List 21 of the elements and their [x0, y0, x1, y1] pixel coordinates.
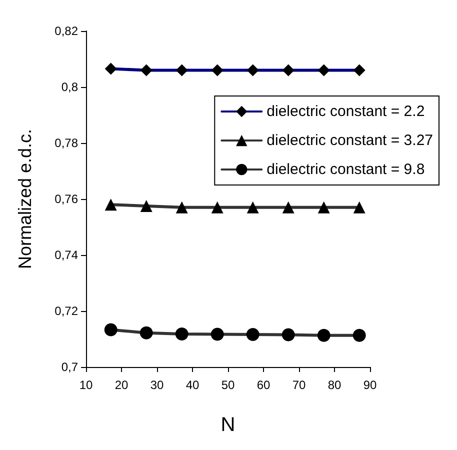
y-tick-label: 0,82 [54, 24, 78, 38]
y-tick-label: 0,78 [54, 136, 78, 150]
x-tick-label: 80 [328, 378, 342, 392]
y-axis-title: Normalized e.d.c. [15, 128, 35, 270]
x-tick-label: 60 [256, 378, 270, 392]
y-tick-label: 0,7 [61, 360, 78, 374]
x-tick-label: 50 [221, 378, 235, 392]
x-tick-label: 20 [114, 378, 128, 392]
legend-label: dielectric constant = 3.27 [266, 132, 434, 149]
x-axis-title: N [220, 414, 236, 436]
x-tick-label: 10 [79, 378, 93, 392]
legend-label: dielectric constant = 2.2 [266, 103, 425, 120]
x-tick-label: 90 [363, 378, 377, 392]
y-tick-label: 0,72 [54, 304, 78, 318]
y-tick-label: 0,74 [54, 248, 78, 262]
x-tick-label: 30 [150, 378, 164, 392]
x-tick-label: 70 [292, 378, 306, 392]
legend-label: dielectric constant = 9.8 [266, 161, 425, 178]
y-tick-label: 0,76 [54, 192, 78, 206]
y-tick-label: 0,8 [61, 80, 78, 94]
x-tick-label: 40 [186, 378, 200, 392]
